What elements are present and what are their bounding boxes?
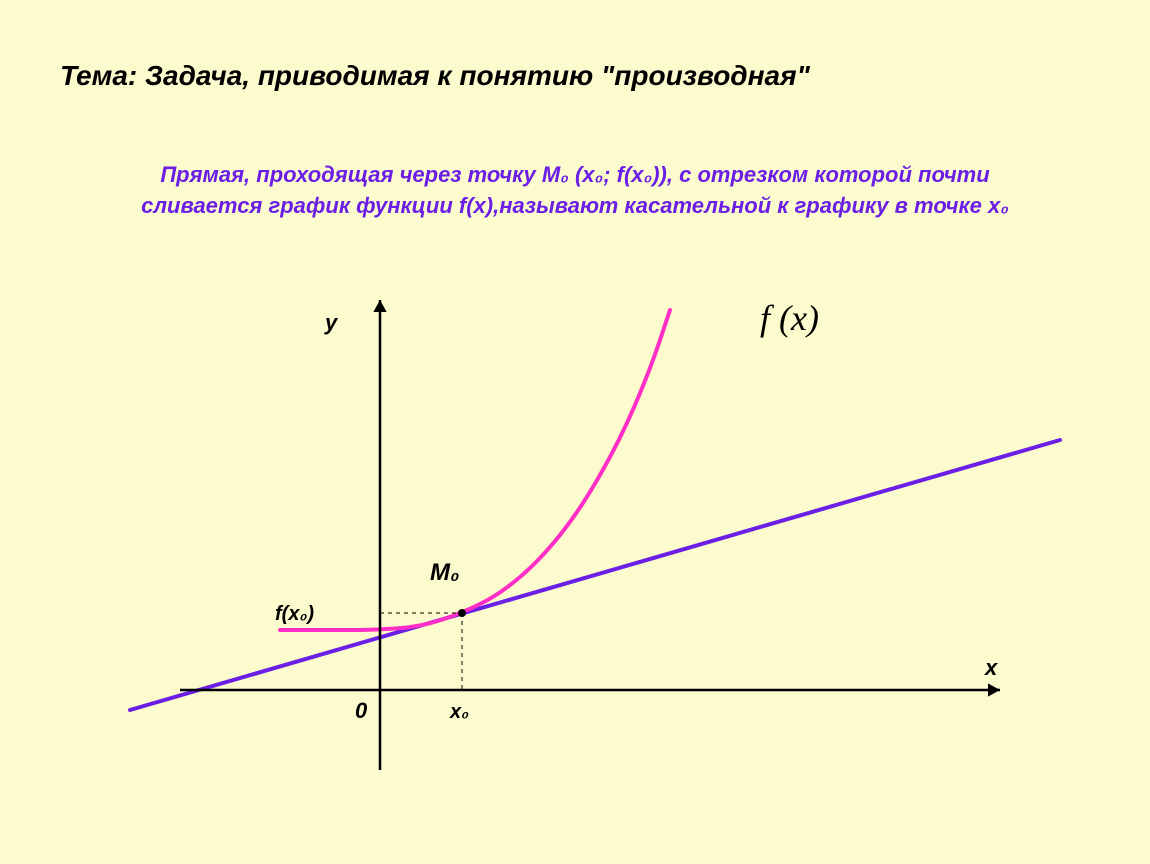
origin-label: 0 [355,698,368,723]
function-curve [280,310,670,630]
m0-label: М₀ [430,559,459,586]
fx0-label: f(x₀) [275,603,314,625]
x-axis-arrow-icon [988,683,1000,696]
chart-container: у х 0 x₀ f(x₀) М₀ f (x) [0,0,1150,864]
x-axis-label: х [984,655,998,680]
y-axis-label: у [324,310,339,335]
fx-label: f (x) [760,298,819,338]
y-axis-arrow-icon [373,300,386,312]
chart-svg: у х 0 x₀ f(x₀) М₀ f (x) [0,0,1150,864]
x0-label: x₀ [449,701,469,723]
tangent-point [458,609,466,617]
